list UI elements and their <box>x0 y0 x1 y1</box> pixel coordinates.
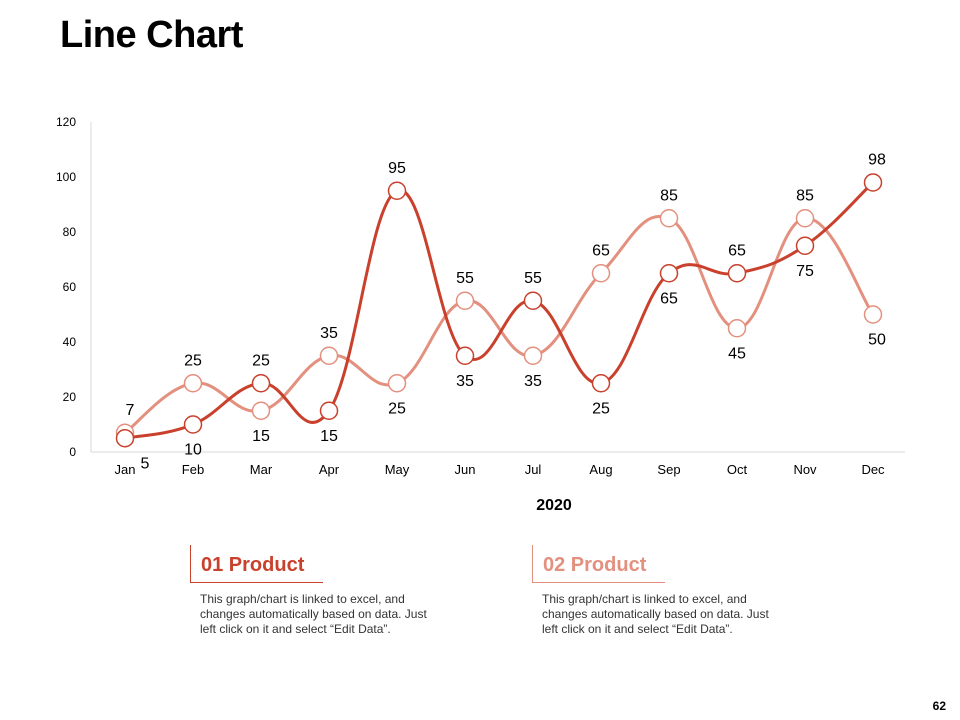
product-1-label: 01 Product <box>190 545 323 583</box>
series-1-point <box>863 173 883 192</box>
x-tick-label: Apr <box>319 462 340 477</box>
series-2-data-label: 55 <box>456 270 474 287</box>
series-2-point <box>863 305 883 324</box>
series-1-data-label: 95 <box>388 160 406 177</box>
y-tick-label: 60 <box>63 280 77 294</box>
series-2-data-label: 25 <box>184 352 202 369</box>
series-1-point <box>387 181 407 200</box>
series-1-point <box>455 346 475 365</box>
product-1-card: 01 Product This graph/chart is linked to… <box>190 545 430 637</box>
series-2-point <box>795 209 815 228</box>
series-2-point <box>251 401 271 420</box>
x-axis-title: 2020 <box>536 497 572 514</box>
series-2-data-label: 35 <box>524 373 542 390</box>
series-2-data-label: 65 <box>592 242 610 259</box>
series-2-point <box>591 264 611 283</box>
series-1-point <box>795 236 815 255</box>
product-2-label: 02 Product <box>532 545 665 583</box>
series-2-point <box>727 319 747 338</box>
series-1-point <box>523 291 543 310</box>
line-chart: 0 20 40 60 80 100 120 Jan Feb Mar Apr May Jun Jul Aug S… <box>56 115 905 514</box>
x-tick-label: Feb <box>182 462 204 477</box>
x-tick-label: Jun <box>455 462 476 477</box>
series-2-point <box>183 374 203 393</box>
series-1-point <box>115 429 135 448</box>
series-1-line <box>123 181 875 440</box>
series-2-data-label: 50 <box>868 332 886 349</box>
series-2-data-label: 85 <box>796 187 814 204</box>
x-tick-label: Sep <box>657 462 680 477</box>
series-1-point <box>319 401 339 420</box>
page-number: 62 <box>932 699 946 713</box>
y-tick-label: 20 <box>63 390 77 404</box>
series-1-data-label: 98 <box>868 152 886 169</box>
series-1-point <box>727 264 747 283</box>
series-2-point <box>387 374 407 393</box>
series-2-data-label: 85 <box>660 187 678 204</box>
y-tick-label: 120 <box>56 115 76 129</box>
series-2-data-label: 15 <box>252 428 270 445</box>
x-tick-label: Dec <box>861 462 885 477</box>
series-2-point <box>455 291 475 310</box>
y-tick-label: 100 <box>56 170 76 184</box>
series-1-data-label: 15 <box>320 428 338 445</box>
series-2-point <box>659 209 679 228</box>
y-tick-label: 40 <box>63 335 77 349</box>
x-tick-label: Jan <box>115 462 136 477</box>
series-1-data-label: 65 <box>728 242 746 259</box>
series-1-data-label: 10 <box>184 442 202 459</box>
series-1-point <box>591 374 611 393</box>
series-1-data-label: 5 <box>141 455 150 472</box>
series-2-data-label: 7 <box>126 402 135 419</box>
page-title: Line Chart <box>60 14 243 56</box>
x-tick-label: Nov <box>793 462 817 477</box>
series-2-data-label: 35 <box>320 325 338 342</box>
x-tick-label: May <box>385 462 410 477</box>
series-1-point <box>251 374 271 393</box>
product-1-description: This graph/chart is linked to excel, and… <box>200 592 427 636</box>
x-tick-label: Aug <box>589 462 612 477</box>
series-1-data-label: 55 <box>524 270 542 287</box>
series-2-data-label: 45 <box>728 345 746 362</box>
series-1-data-label: 35 <box>456 373 474 390</box>
series-2-data-label: 25 <box>388 400 406 417</box>
series-1-data-label: 65 <box>660 290 678 307</box>
product-2-description: This graph/chart is linked to excel, and… <box>542 592 769 636</box>
series-2-point <box>319 346 339 365</box>
series-1-point <box>183 415 203 434</box>
series-1-data-label: 75 <box>796 263 814 280</box>
x-tick-label: Mar <box>250 462 273 477</box>
series-2-point <box>523 346 543 365</box>
x-tick-label: Oct <box>727 462 748 477</box>
y-tick-label: 80 <box>63 225 77 239</box>
series-1-point <box>659 264 679 283</box>
x-tick-label: Jul <box>525 462 542 477</box>
series-1-data-label: 25 <box>592 400 610 417</box>
series-1-data-label: 25 <box>252 352 270 369</box>
product-2-card: 02 Product This graph/chart is linked to… <box>532 545 772 637</box>
series-2-line <box>123 214 875 435</box>
y-tick-label: 0 <box>69 445 76 459</box>
